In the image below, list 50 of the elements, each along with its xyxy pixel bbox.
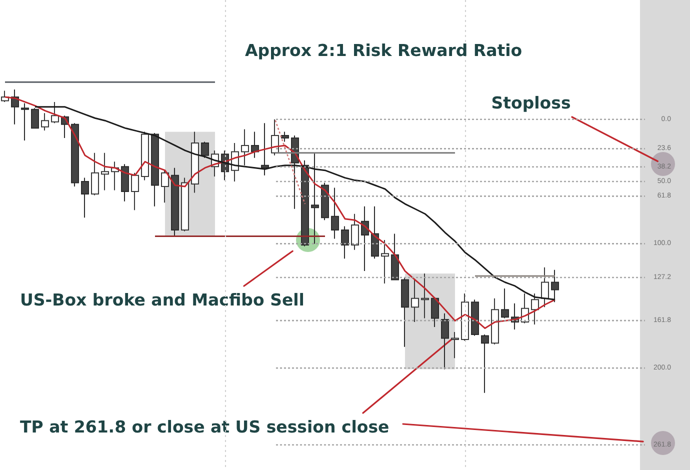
candlestick [121,164,129,202]
candlestick [51,101,59,124]
candlestick [181,177,189,232]
candlestick [431,298,439,328]
candlestick [91,152,99,196]
candlestick [491,298,499,345]
candlestick [371,206,379,260]
candlestick [101,152,109,191]
text: Approx 2:1 Risk Reward Ratio [245,41,522,60]
candlestick [421,273,429,319]
candlestick [311,152,319,244]
candlestick [541,266,549,308]
candlestick [151,132,159,207]
candlestick [31,108,39,129]
candlestick [451,331,459,359]
candlestick [81,177,89,218]
candlestick [381,239,389,284]
candlestick [161,170,169,204]
candlestick [351,213,359,250]
candlestick [481,334,489,394]
candlestick [331,187,339,240]
candlestick [241,128,249,166]
candlestick [131,172,139,211]
candlestick [471,299,479,336]
annotation: Stoploss [491,94,571,112]
candlestick [71,122,79,188]
candlestick [261,122,269,176]
candlestick [551,269,559,303]
candlestick [411,279,419,323]
annotation: US-Box broke and Macfibo Sell [20,290,304,310]
candlestick [441,312,449,370]
candlestick [21,102,29,142]
line-series [274,118,306,205]
candlestick [321,182,329,221]
candlestick [401,276,409,348]
candlestick [391,233,399,280]
candlestick [531,292,539,326]
candlestick [361,206,369,272]
candlestick [171,167,179,237]
candlestick [41,112,49,132]
candlestick [191,131,199,194]
candlestick [301,160,309,247]
candlestick [251,131,259,158]
candlestick [461,292,469,342]
annotation: TP at 261.8 or close at US session close [20,418,390,436]
candlestick [281,131,289,142]
candlestick [141,131,149,181]
candlestick [501,288,509,319]
candlestick [341,226,349,260]
candlestick [201,141,209,158]
